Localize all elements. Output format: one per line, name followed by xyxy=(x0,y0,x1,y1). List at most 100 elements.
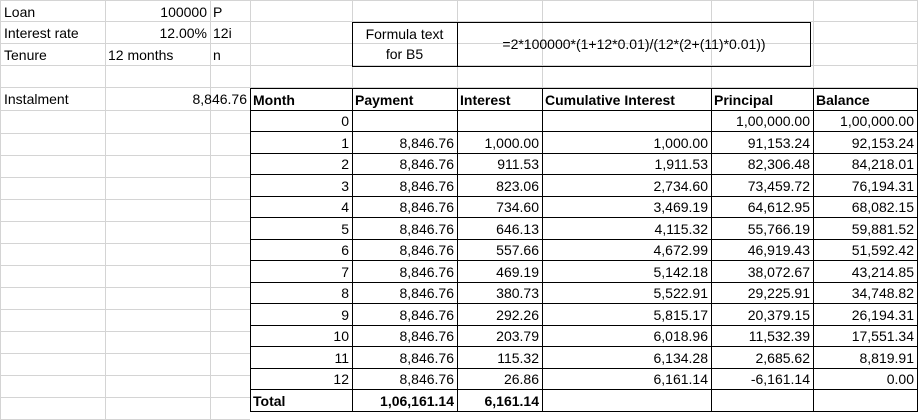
cell-principal[interactable]: 2,685.62 xyxy=(755,349,811,366)
header-payment[interactable]: Payment xyxy=(355,92,414,108)
cell-principal[interactable]: 20,379.15 xyxy=(747,306,810,323)
cell-month[interactable]: 5 xyxy=(341,220,349,237)
cell-interest[interactable]: 911.53 xyxy=(497,156,539,172)
tenure-symbol[interactable]: n xyxy=(213,47,221,63)
cell-interest[interactable]: 115.32 xyxy=(497,349,539,366)
cell-cum[interactable]: 6,134.28 xyxy=(653,349,709,366)
cell-payment[interactable]: 8,846.76 xyxy=(399,156,455,172)
cell-month[interactable]: 8 xyxy=(341,285,349,301)
cell-balance[interactable]: 26,194.31 xyxy=(851,306,914,323)
cell-principal[interactable]: 11,532.39 xyxy=(748,328,810,344)
cell-cum[interactable]: 3,469.19 xyxy=(653,199,709,215)
formula-text[interactable]: =2*100000*(1+12*0.01)/(12*(2+(11)*0.01)) xyxy=(502,36,766,52)
cell-balance[interactable]: 34,748.82 xyxy=(851,285,914,301)
cell-cum[interactable]: 5,815.17 xyxy=(653,306,709,323)
total-label[interactable]: Total xyxy=(253,392,286,409)
cell-month[interactable]: 0 xyxy=(341,113,349,129)
cell-balance[interactable]: 17,551.34 xyxy=(851,328,914,344)
cell-month[interactable]: 6 xyxy=(341,242,349,258)
cell-principal[interactable]: 91,153.24 xyxy=(747,134,810,151)
rate-value[interactable]: 12.00% xyxy=(159,25,207,41)
instalment-value[interactable]: 8,846.76 xyxy=(192,91,248,107)
cell-principal[interactable]: 73,459.72 xyxy=(747,177,810,194)
rate-symbol[interactable]: 12i xyxy=(213,25,232,41)
cell-interest[interactable]: 823.06 xyxy=(496,177,539,194)
cell-principal[interactable]: 82,306.48 xyxy=(747,156,810,172)
cell-cum[interactable]: 4,672.99 xyxy=(653,242,709,258)
cell-balance[interactable]: 92,153.24 xyxy=(851,134,914,151)
header-cum[interactable]: Cumulative Interest xyxy=(545,92,675,108)
header-principal[interactable]: Principal xyxy=(714,92,774,108)
cell-month[interactable]: 11 xyxy=(334,349,349,366)
cell-principal[interactable]: -6,161.14 xyxy=(750,371,810,387)
cell-payment[interactable]: 8,846.76 xyxy=(399,199,455,215)
cell-month[interactable]: 4 xyxy=(341,199,349,215)
cell-cum[interactable]: 1,911.53 xyxy=(654,156,708,172)
tenure-label[interactable]: Tenure xyxy=(4,47,47,63)
cell-payment[interactable]: 8,846.76 xyxy=(399,349,455,366)
cell-payment[interactable]: 8,846.76 xyxy=(399,285,455,301)
rate-label[interactable]: Interest rate xyxy=(4,25,79,41)
cell-month[interactable]: 12 xyxy=(333,371,349,387)
loan-label[interactable]: Loan xyxy=(4,4,36,20)
cell-month[interactable]: 2 xyxy=(341,156,349,172)
table-hline xyxy=(250,325,918,326)
cell-balance[interactable]: 8,819.91 xyxy=(859,349,915,366)
formula-label[interactable]: Formula text for B5 xyxy=(352,22,457,67)
cell-balance[interactable]: 84,218.01 xyxy=(851,156,914,172)
cell-balance[interactable]: 59,881.52 xyxy=(851,220,914,237)
cell-balance[interactable]: 68,082.15 xyxy=(851,199,914,215)
cell-balance[interactable]: 76,194.31 xyxy=(851,177,914,194)
cell-balance[interactable]: 1,00,000.00 xyxy=(840,113,914,129)
cell-principal[interactable]: 64,612.95 xyxy=(747,199,810,215)
header-interest[interactable]: Interest xyxy=(460,92,511,108)
cell-month[interactable]: 1 xyxy=(341,134,349,151)
cell-payment[interactable]: 8,846.76 xyxy=(399,177,455,194)
cell-payment[interactable]: 8,846.76 xyxy=(399,371,455,387)
total-payment[interactable]: 1,06,161.14 xyxy=(380,392,454,409)
cell-month[interactable]: 10 xyxy=(333,328,349,344)
cell-month[interactable]: 3 xyxy=(341,177,349,194)
cell-balance[interactable]: 43,214.85 xyxy=(851,263,914,280)
cell-interest[interactable]: 469.19 xyxy=(496,263,539,280)
cell-payment[interactable]: 8,846.76 xyxy=(399,134,455,151)
loan-value[interactable]: 100000 xyxy=(160,4,207,20)
cell-principal[interactable]: 1,00,000.00 xyxy=(736,113,810,129)
cell-payment[interactable]: 8,846.76 xyxy=(399,306,455,323)
cell-cum[interactable]: 6,161.14 xyxy=(653,371,709,387)
cell-balance[interactable]: 51,592.42 xyxy=(851,242,914,258)
table-vline xyxy=(542,88,543,411)
cell-month[interactable]: 7 xyxy=(341,263,349,280)
cell-interest[interactable]: 26.86 xyxy=(503,371,539,387)
cell-cum[interactable]: 6,018.96 xyxy=(653,328,709,344)
cell-interest[interactable]: 646.13 xyxy=(496,220,539,237)
cell-balance[interactable]: 0.00 xyxy=(886,371,914,387)
cell-cum[interactable]: 4,115.32 xyxy=(654,220,708,237)
cell-principal[interactable]: 29,225.91 xyxy=(747,285,810,301)
cell-principal[interactable]: 46,919.43 xyxy=(747,242,810,258)
loan-symbol[interactable]: P xyxy=(213,4,223,20)
cell-principal[interactable]: 55,766.19 xyxy=(747,220,810,237)
cell-interest[interactable]: 380.73 xyxy=(496,285,539,301)
header-balance[interactable]: Balance xyxy=(816,92,870,108)
cell-principal[interactable]: 38,072.67 xyxy=(747,263,810,280)
table-vline xyxy=(711,88,712,411)
cell-interest[interactable]: 292.26 xyxy=(496,306,539,323)
cell-interest[interactable]: 557.66 xyxy=(496,242,539,258)
cell-cum[interactable]: 1,000.00 xyxy=(653,134,709,151)
header-month[interactable]: Month xyxy=(253,92,295,108)
total-interest[interactable]: 6,161.14 xyxy=(484,392,540,409)
cell-payment[interactable]: 8,846.76 xyxy=(399,263,455,280)
tenure-value[interactable]: 12 months xyxy=(108,47,174,63)
cell-payment[interactable]: 8,846.76 xyxy=(399,220,455,237)
cell-payment[interactable]: 8,846.76 xyxy=(399,242,455,258)
cell-interest[interactable]: 734.60 xyxy=(496,199,539,215)
cell-month[interactable]: 9 xyxy=(341,306,349,323)
cell-payment[interactable]: 8,846.76 xyxy=(399,328,455,344)
cell-interest[interactable]: 1,000.00 xyxy=(484,134,540,151)
cell-cum[interactable]: 2,734.60 xyxy=(653,177,709,194)
cell-interest[interactable]: 203.79 xyxy=(496,328,539,344)
cell-cum[interactable]: 5,522.91 xyxy=(653,285,709,301)
cell-cum[interactable]: 5,142.18 xyxy=(653,263,709,280)
instalment-label[interactable]: Instalment xyxy=(4,91,69,107)
